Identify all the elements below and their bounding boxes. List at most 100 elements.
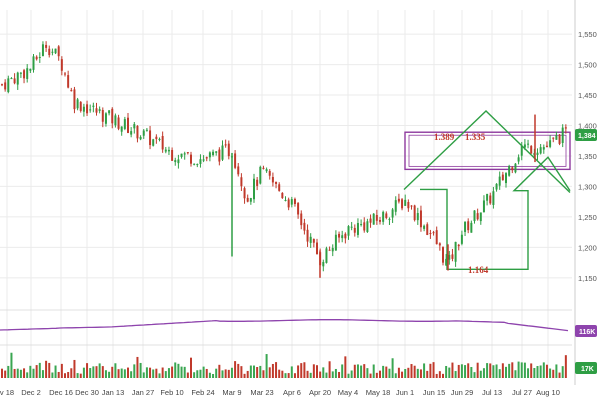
x-tick-label: Jul 13 xyxy=(482,388,502,397)
volume-bar xyxy=(218,364,221,378)
candle-body xyxy=(155,136,158,140)
candle-body xyxy=(322,261,325,267)
volume-bar xyxy=(57,371,60,378)
candle-body xyxy=(382,211,385,222)
volume-bar xyxy=(26,372,29,378)
candle-body xyxy=(26,68,29,79)
candle-body xyxy=(130,131,133,135)
candle-body xyxy=(501,174,504,181)
volume-bar xyxy=(360,365,363,378)
candle-body xyxy=(152,139,155,146)
candle-body xyxy=(275,181,278,184)
candle-body xyxy=(161,135,164,150)
volume-panel xyxy=(1,352,567,378)
candle-body xyxy=(104,113,107,124)
candle-body xyxy=(356,223,359,235)
volume-bar xyxy=(161,367,164,378)
candle-body xyxy=(416,213,419,221)
candle-body xyxy=(385,213,388,218)
volume-bar xyxy=(60,363,63,378)
candle-body xyxy=(120,126,123,132)
volume-bar xyxy=(322,367,325,378)
volume-bar xyxy=(511,362,514,378)
candle-body xyxy=(92,105,95,107)
candle-body xyxy=(451,254,454,259)
candle-body xyxy=(520,145,523,156)
candle-body xyxy=(164,149,167,152)
volume-bar xyxy=(76,373,79,378)
candle-body xyxy=(347,226,350,236)
candle-body xyxy=(256,179,259,186)
candle-body xyxy=(180,153,183,157)
candle-body xyxy=(23,70,26,79)
candle-body xyxy=(495,183,498,190)
candle-body xyxy=(79,102,82,111)
candle-body xyxy=(486,193,489,201)
volume-bar xyxy=(442,373,444,378)
x-tick-label: Mar 23 xyxy=(250,388,273,397)
volume-bar xyxy=(353,364,356,378)
volume-bar xyxy=(208,372,211,378)
volume-bar xyxy=(145,367,148,378)
candle-body xyxy=(38,56,41,58)
candle-body xyxy=(123,119,126,129)
candle-body xyxy=(246,197,249,202)
candle-body xyxy=(98,109,101,111)
candle-body xyxy=(57,46,60,57)
candle-body xyxy=(13,78,16,84)
candle-body xyxy=(523,144,526,148)
volume-bar xyxy=(555,364,558,378)
volume-bar xyxy=(331,371,334,378)
volume-bar xyxy=(73,359,76,378)
breakout-arrow xyxy=(420,156,571,270)
candle-body xyxy=(530,146,533,154)
volume-bar xyxy=(457,364,460,378)
candle-body xyxy=(514,163,517,173)
candle-body xyxy=(48,48,51,56)
x-tick-label: May 18 xyxy=(366,388,391,397)
candle-body xyxy=(29,68,32,71)
candle-body xyxy=(316,242,318,255)
volume-bar xyxy=(564,355,567,378)
volume-badge-label: 17K xyxy=(581,366,594,373)
candle-body xyxy=(432,232,435,234)
volume-bar xyxy=(23,368,26,378)
volume-bar xyxy=(423,363,426,378)
volume-bar xyxy=(328,361,331,378)
candle-body xyxy=(7,78,10,92)
candle-body xyxy=(271,176,274,183)
candle-body xyxy=(136,125,139,139)
volume-bar xyxy=(382,365,385,378)
volume-bar xyxy=(350,370,353,378)
candle-body xyxy=(363,222,366,231)
volume-bar xyxy=(464,365,467,378)
candle-body xyxy=(19,72,22,74)
volume-bar xyxy=(1,368,3,378)
candle-body xyxy=(325,248,328,263)
x-tick-label: Aug 10 xyxy=(536,388,560,397)
candle-body xyxy=(564,127,567,129)
candle-body xyxy=(224,144,227,146)
candle-body xyxy=(227,143,230,157)
candle-body xyxy=(117,117,120,129)
candle-body xyxy=(202,159,205,161)
volume-bar xyxy=(130,371,133,378)
candle-body xyxy=(448,254,451,260)
volume-bar xyxy=(95,366,98,378)
volume-bar xyxy=(221,370,224,378)
volume-bar xyxy=(561,366,564,378)
volume-bar xyxy=(230,367,233,378)
candle-body xyxy=(1,84,3,86)
volume-bar xyxy=(552,369,555,378)
volume-bar xyxy=(111,366,114,378)
candle-body xyxy=(262,167,265,169)
volume-bar xyxy=(271,363,274,378)
volume-bar xyxy=(419,369,422,378)
volume-bar xyxy=(136,356,139,378)
candle-body xyxy=(54,48,57,54)
indicator-line xyxy=(0,319,569,332)
volume-bar xyxy=(4,370,7,378)
candle-body xyxy=(293,198,296,204)
volume-bar xyxy=(375,372,378,378)
